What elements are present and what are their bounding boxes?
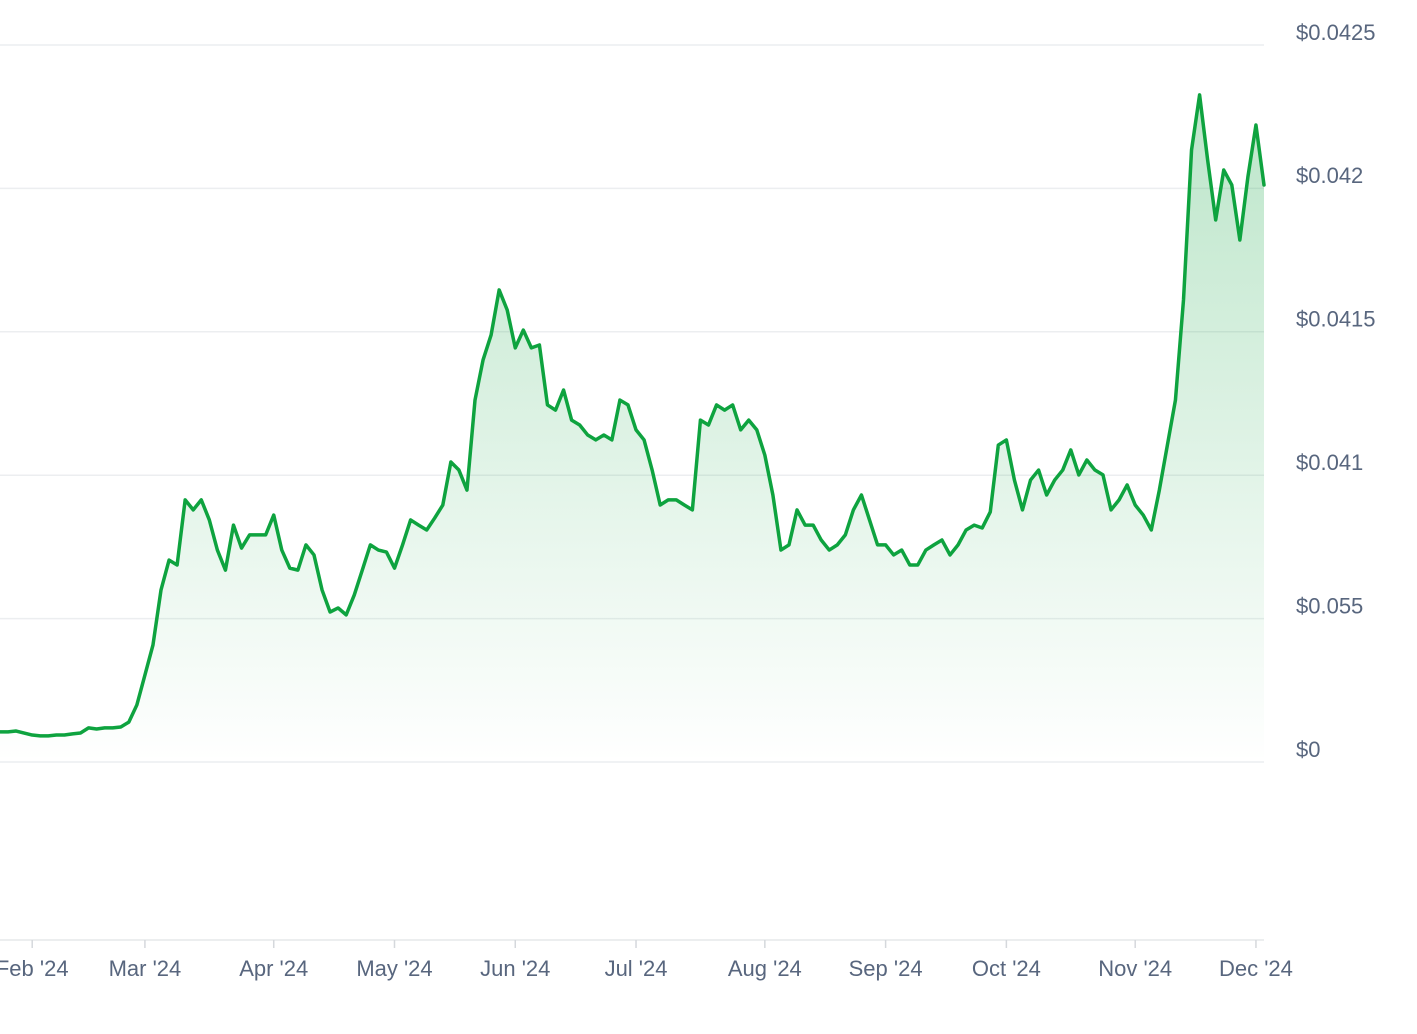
x-tick-label: Nov '24	[1098, 956, 1172, 981]
x-tick-label: Oct '24	[972, 956, 1041, 981]
y-tick-label: $0	[1296, 737, 1320, 762]
y-tick-label: $0.0415	[1296, 307, 1376, 332]
y-tick-label: $0.042	[1296, 163, 1363, 188]
y-tick-label: $0.041	[1296, 450, 1363, 475]
x-tick-label: Jun '24	[480, 956, 550, 981]
x-tick-label: Apr '24	[239, 956, 308, 981]
x-tick-label: Feb '24	[0, 956, 69, 981]
x-tick-label: May '24	[356, 956, 432, 981]
x-tick-label: Sep '24	[849, 956, 923, 981]
area-fill	[0, 94, 1264, 762]
x-tick-label: Aug '24	[728, 956, 802, 981]
x-tick-label: Dec '24	[1219, 956, 1293, 981]
y-tick-label: $0.055	[1296, 593, 1363, 618]
x-tick-label: Jul '24	[605, 956, 668, 981]
x-tick-label: Mar '24	[109, 956, 182, 981]
y-tick-label: $0.0425	[1296, 20, 1376, 45]
price-line	[0, 93, 1266, 738]
